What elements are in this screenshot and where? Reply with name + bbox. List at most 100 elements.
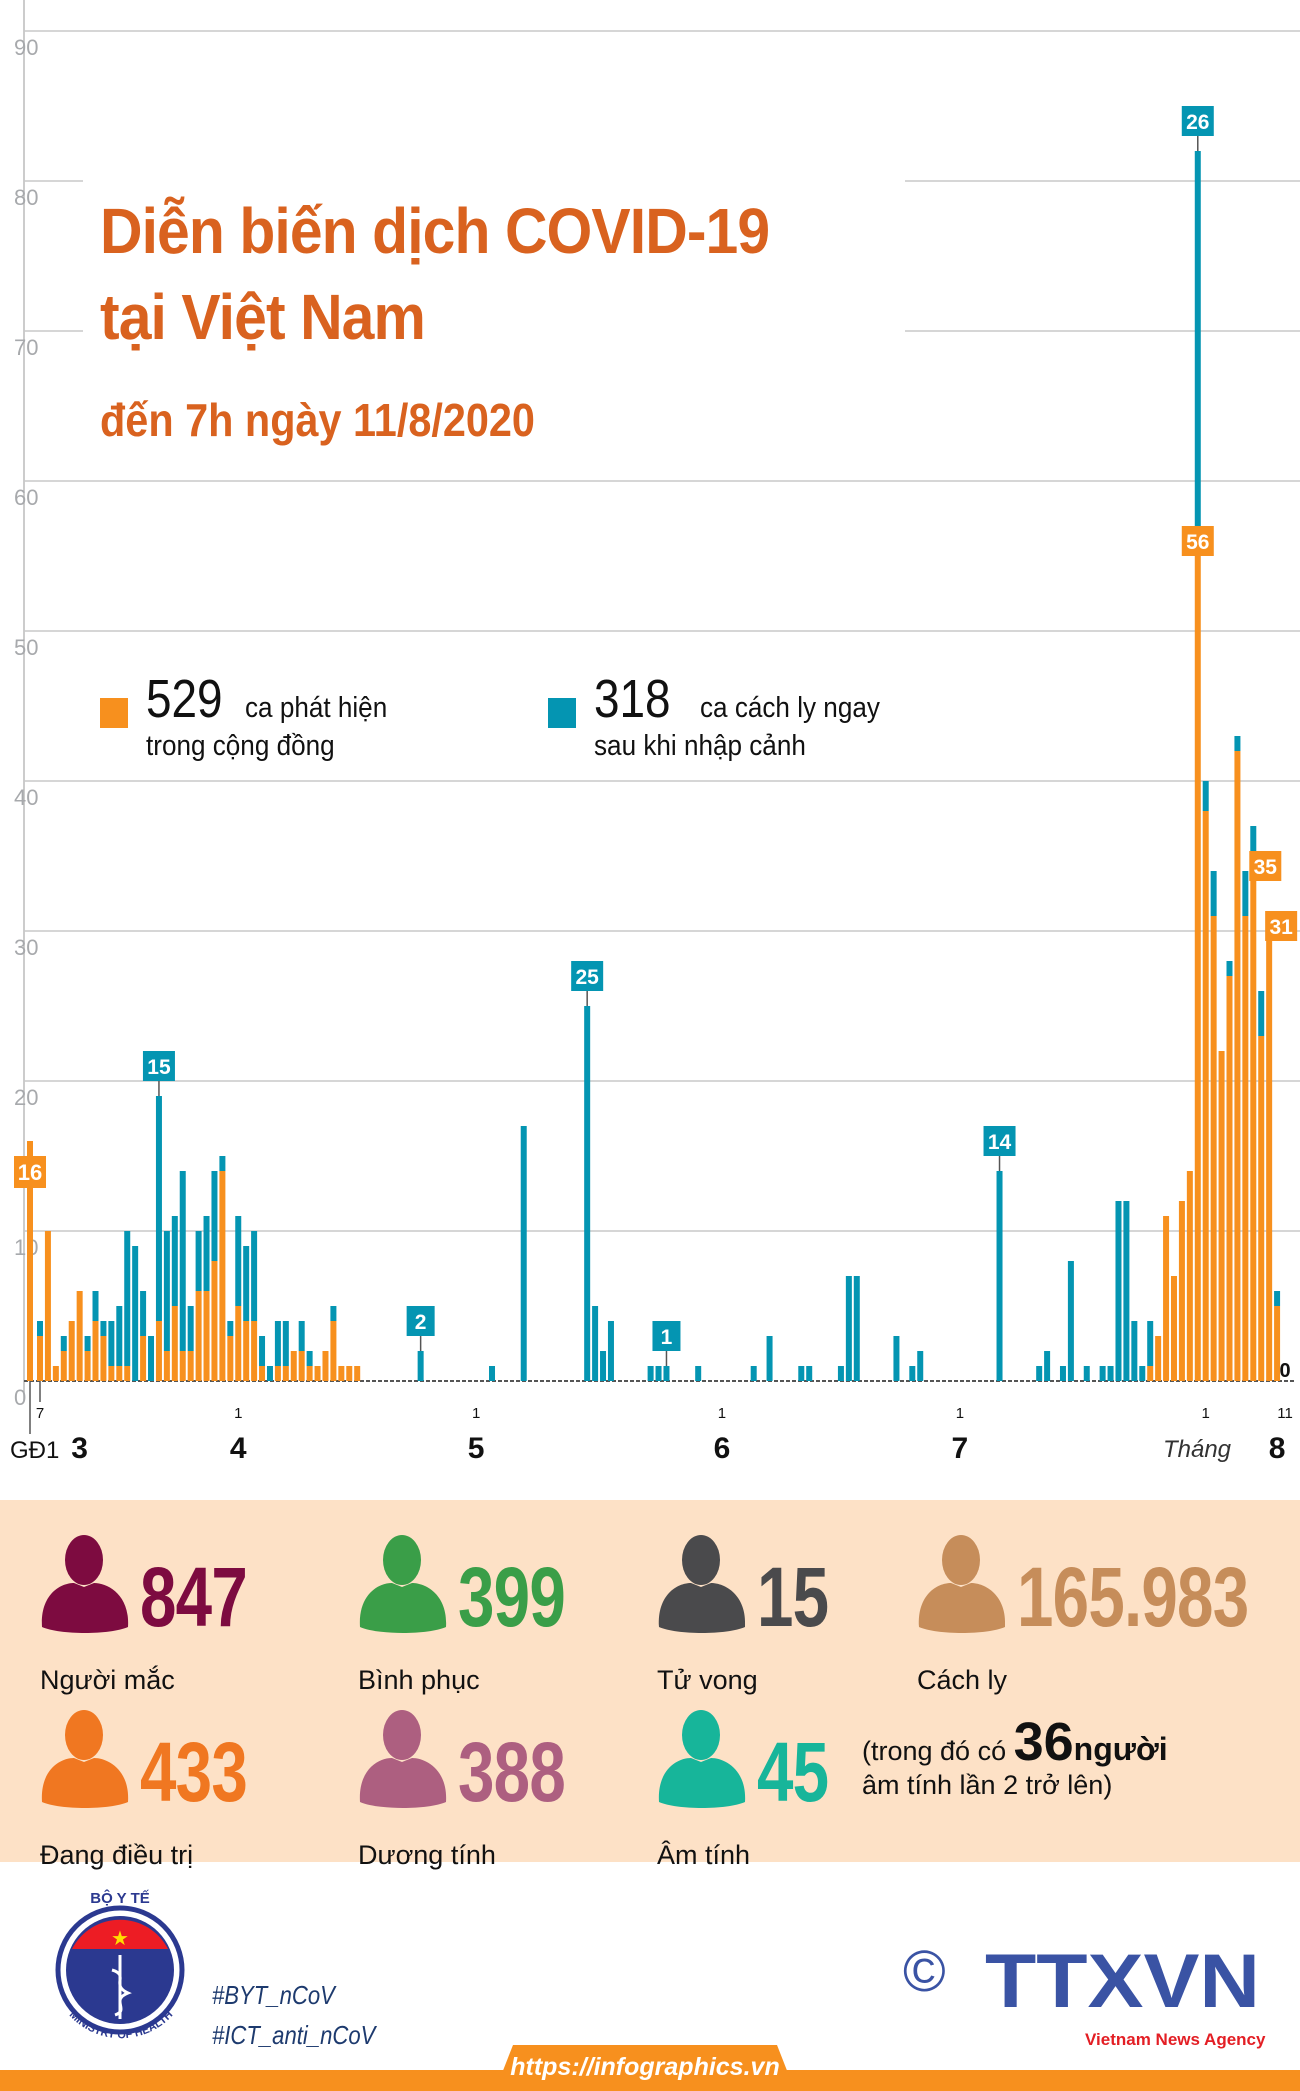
copyright-icon: © [903, 1939, 946, 2004]
bar-quarantine [243, 1246, 250, 1321]
data-label-community: 56 [1181, 526, 1214, 556]
website-link[interactable]: https://infographics.vn [510, 2053, 780, 2081]
bar-quarantine [179, 1171, 186, 1351]
bar-quarantine [187, 1306, 194, 1351]
stat-label: Âm tính [657, 1840, 751, 1870]
data-label-text: 1 [661, 1326, 673, 1349]
bar-community [322, 1351, 329, 1381]
bar-quarantine [1258, 991, 1265, 1036]
legend-quarantine-count: 318 [594, 669, 671, 729]
data-label-box [652, 1321, 681, 1351]
bar-quarantine [909, 1366, 916, 1381]
bar-quarantine [1067, 1261, 1074, 1381]
bar-community [251, 1321, 258, 1381]
bar-quarantine [798, 1366, 805, 1381]
subtitle-date: đến 7h ngày 11/8/2020 [100, 394, 535, 446]
bar-quarantine [1242, 871, 1249, 916]
title-line-1: Diễn biến dịch COVID-19 [100, 195, 770, 267]
bar-quarantine [306, 1351, 313, 1366]
y-tick-label: 40 [14, 785, 38, 810]
bar-community [1274, 1306, 1281, 1381]
bar-community [60, 1351, 67, 1381]
bar-quarantine [155, 1096, 162, 1321]
x-tick-label: 1 [718, 1405, 726, 1422]
ttxvn-logo-text: TTXVN [985, 1945, 1260, 2021]
bar-community [163, 1351, 170, 1381]
data-label-community: 35 [1249, 851, 1282, 881]
y-tick-label: 90 [14, 35, 38, 60]
stat-number: 15 [757, 1550, 829, 1644]
bar-community [44, 1231, 51, 1381]
data-label-box [1265, 911, 1298, 941]
y-tick-label: 50 [14, 635, 38, 660]
bar-community [84, 1351, 91, 1381]
month-label: 6 [714, 1432, 731, 1465]
person-icon [658, 1535, 746, 1633]
bar-quarantine [100, 1321, 107, 1336]
url-tab[interactable]: https://infographics.vn [495, 2045, 795, 2091]
data-label-text: 26 [1186, 111, 1209, 134]
data-label-text: 15 [147, 1056, 171, 1079]
bar-community [1234, 751, 1241, 1381]
bar-community [1155, 1336, 1162, 1381]
bar-community [243, 1321, 250, 1381]
bar-community [92, 1321, 99, 1381]
bar-quarantine [1123, 1201, 1130, 1381]
person-icon [359, 1710, 447, 1808]
bar-community [306, 1366, 313, 1381]
bar-community [354, 1366, 361, 1381]
bar-quarantine [84, 1336, 91, 1351]
month-label: 5 [468, 1432, 485, 1465]
data-label-box [1181, 106, 1214, 136]
month-label: 8 [1269, 1432, 1286, 1465]
data-label-text: 31 [1269, 916, 1293, 939]
bar-community [37, 1336, 43, 1381]
bar-quarantine [1274, 1291, 1281, 1306]
bar-quarantine [1210, 871, 1217, 916]
bar-community [179, 1351, 186, 1381]
data-label-text: 25 [575, 966, 599, 989]
x-tick-label: 1 [956, 1405, 964, 1422]
bar-quarantine [1036, 1366, 1043, 1381]
bar-community [100, 1336, 107, 1381]
x-tick-label: 11 [1277, 1405, 1293, 1422]
bar-quarantine [211, 1171, 218, 1261]
bar-community [140, 1336, 147, 1381]
y-tick-label: 80 [14, 185, 38, 210]
bar-community [211, 1261, 218, 1381]
stat-number: 433 [140, 1725, 248, 1819]
bar-quarantine [592, 1306, 599, 1381]
bar-quarantine [607, 1321, 614, 1381]
data-label-box [983, 1126, 1016, 1156]
svg-text:★: ★ [111, 1928, 129, 1950]
stats-panel [0, 1500, 1300, 1862]
bar-quarantine [695, 1366, 702, 1381]
stat-label: Tử vong [657, 1665, 758, 1695]
data-label-quarantine: 15 [142, 1051, 175, 1096]
bar-quarantine [108, 1321, 115, 1366]
bar-quarantine [845, 1276, 852, 1381]
bar-quarantine [663, 1366, 670, 1381]
stat-number: 165.983 [1017, 1550, 1249, 1644]
moh-logo-top-text: BỘ Y TẾ [90, 1889, 149, 1907]
bar-quarantine [1059, 1366, 1066, 1381]
agency-name: Vietnam News Agency [1085, 2030, 1266, 2049]
y-tick-label: 20 [14, 1085, 38, 1110]
bar-quarantine [750, 1366, 757, 1381]
bar-quarantine [60, 1336, 67, 1351]
bar-quarantine [116, 1306, 123, 1366]
bar-quarantine [195, 1231, 202, 1291]
stat-label: Bình phục [358, 1665, 480, 1695]
legend-community-text2: trong cộng đồng [146, 730, 335, 762]
bar-quarantine [1044, 1351, 1051, 1381]
data-label-community: 31 [1265, 911, 1298, 941]
note-number: 36 [1013, 1712, 1074, 1772]
bar-community [116, 1366, 123, 1381]
bar-quarantine [148, 1336, 155, 1381]
bar-community [338, 1366, 345, 1381]
note-prefix: (trong đó có [862, 1736, 1014, 1766]
bar-community [1250, 856, 1257, 1381]
month-label: 4 [230, 1432, 247, 1465]
bar-community [1186, 1171, 1193, 1381]
legend-community-count: 529 [146, 669, 223, 729]
